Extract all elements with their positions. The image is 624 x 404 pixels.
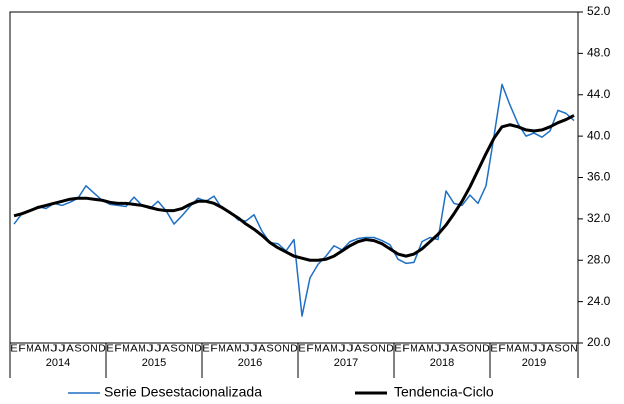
x-tick-label: A: [514, 344, 522, 355]
x-tick-label: J: [530, 344, 538, 355]
x-tick-label: M: [26, 344, 34, 355]
x-tick-label: F: [210, 344, 218, 355]
x-tick-label: D: [98, 344, 106, 355]
x-tick-label: A: [546, 344, 554, 355]
x-tick-label: N: [378, 344, 386, 355]
year-label: 2014: [46, 357, 70, 369]
x-tick-label: J: [250, 344, 258, 355]
plot-frame: [9, 11, 579, 344]
y-tick-label: 20.0: [587, 335, 611, 349]
x-tick-label: M: [122, 344, 130, 355]
x-tick-label: D: [290, 344, 298, 355]
x-tick-label: F: [18, 344, 26, 355]
x-tick-label: J: [346, 344, 354, 355]
x-tick-label: S: [266, 344, 274, 355]
x-tick-label: J: [434, 344, 442, 355]
x-tick-label: J: [154, 344, 162, 355]
year-label: 2017: [334, 357, 358, 369]
x-tick-label: A: [258, 344, 266, 355]
x-tick-label: M: [234, 344, 242, 355]
x-tick-label: M: [330, 344, 338, 355]
x-tick-label: A: [418, 344, 426, 355]
x-tick-label: M: [426, 344, 434, 355]
x-tick-label: A: [450, 344, 458, 355]
x-tick-label: J: [58, 344, 66, 355]
year-label: 2016: [238, 357, 262, 369]
x-tick-label: F: [402, 344, 410, 355]
x-tick-label: D: [482, 344, 490, 355]
x-tick-label: O: [562, 344, 570, 355]
x-tick-label: M: [138, 344, 146, 355]
x-tick-label: A: [322, 344, 330, 355]
x-tick-label: A: [162, 344, 170, 355]
legend-label: Tendencia-Ciclo: [394, 384, 494, 400]
y-tick-label: 32.0: [587, 211, 611, 225]
x-tick-label: O: [178, 344, 186, 355]
x-tick-label: D: [386, 344, 394, 355]
x-tick-label: A: [226, 344, 234, 355]
x-tick-label: N: [570, 344, 578, 355]
x-tick-label: M: [314, 344, 322, 355]
x-tick-label: S: [170, 344, 178, 355]
x-tick-label: J: [146, 344, 154, 355]
x-tick-label: N: [282, 344, 290, 355]
x-tick-label: S: [362, 344, 370, 355]
x-tick-label: M: [410, 344, 418, 355]
x-tick-label: J: [242, 344, 250, 355]
x-tick-label: O: [466, 344, 474, 355]
x-tick-label: M: [522, 344, 530, 355]
y-tick-label: 40.0: [587, 128, 611, 142]
x-tick-label: O: [82, 344, 90, 355]
x-tick-label: M: [506, 344, 514, 355]
x-tick-label: J: [338, 344, 346, 355]
x-tick-label: F: [114, 344, 122, 355]
series-line: [13, 114, 575, 262]
x-tick-label: D: [194, 344, 202, 355]
y-tick-label: 48.0: [587, 46, 611, 60]
x-tick-label: F: [306, 344, 314, 355]
x-tick-label: S: [458, 344, 466, 355]
year-label: 2019: [522, 357, 546, 369]
y-tick-label: 44.0: [587, 87, 611, 101]
legend-label: Serie Desestacionalizada: [104, 384, 262, 400]
x-tick-label: M: [42, 344, 50, 355]
x-tick-label: E: [298, 344, 306, 355]
year-label: 2015: [142, 357, 166, 369]
x-tick-label: F: [498, 344, 506, 355]
x-tick-label: O: [274, 344, 282, 355]
x-tick-label: A: [66, 344, 74, 355]
x-tick-label: N: [90, 344, 98, 355]
x-tick-label: M: [218, 344, 226, 355]
x-tick-label: J: [50, 344, 58, 355]
x-tick-label: S: [74, 344, 82, 355]
x-tick-label: A: [354, 344, 362, 355]
x-tick-label: N: [474, 344, 482, 355]
x-tick-label: E: [106, 344, 114, 355]
x-tick-label: E: [394, 344, 402, 355]
x-tick-label: N: [186, 344, 194, 355]
x-tick-label: A: [34, 344, 42, 355]
x-tick-label: S: [554, 344, 562, 355]
x-tick-label: O: [370, 344, 378, 355]
x-tick-label: E: [202, 344, 210, 355]
y-tick-label: 28.0: [587, 252, 611, 266]
y-tick-label: 52.0: [587, 4, 611, 18]
y-tick-label: 36.0: [587, 170, 611, 184]
x-tick-label: J: [538, 344, 546, 355]
year-label: 2018: [430, 357, 454, 369]
x-tick-label: J: [442, 344, 450, 355]
x-tick-label: E: [10, 344, 18, 355]
x-tick-label: E: [490, 344, 498, 355]
x-tick-label: A: [130, 344, 138, 355]
y-tick-label: 24.0: [587, 294, 611, 308]
